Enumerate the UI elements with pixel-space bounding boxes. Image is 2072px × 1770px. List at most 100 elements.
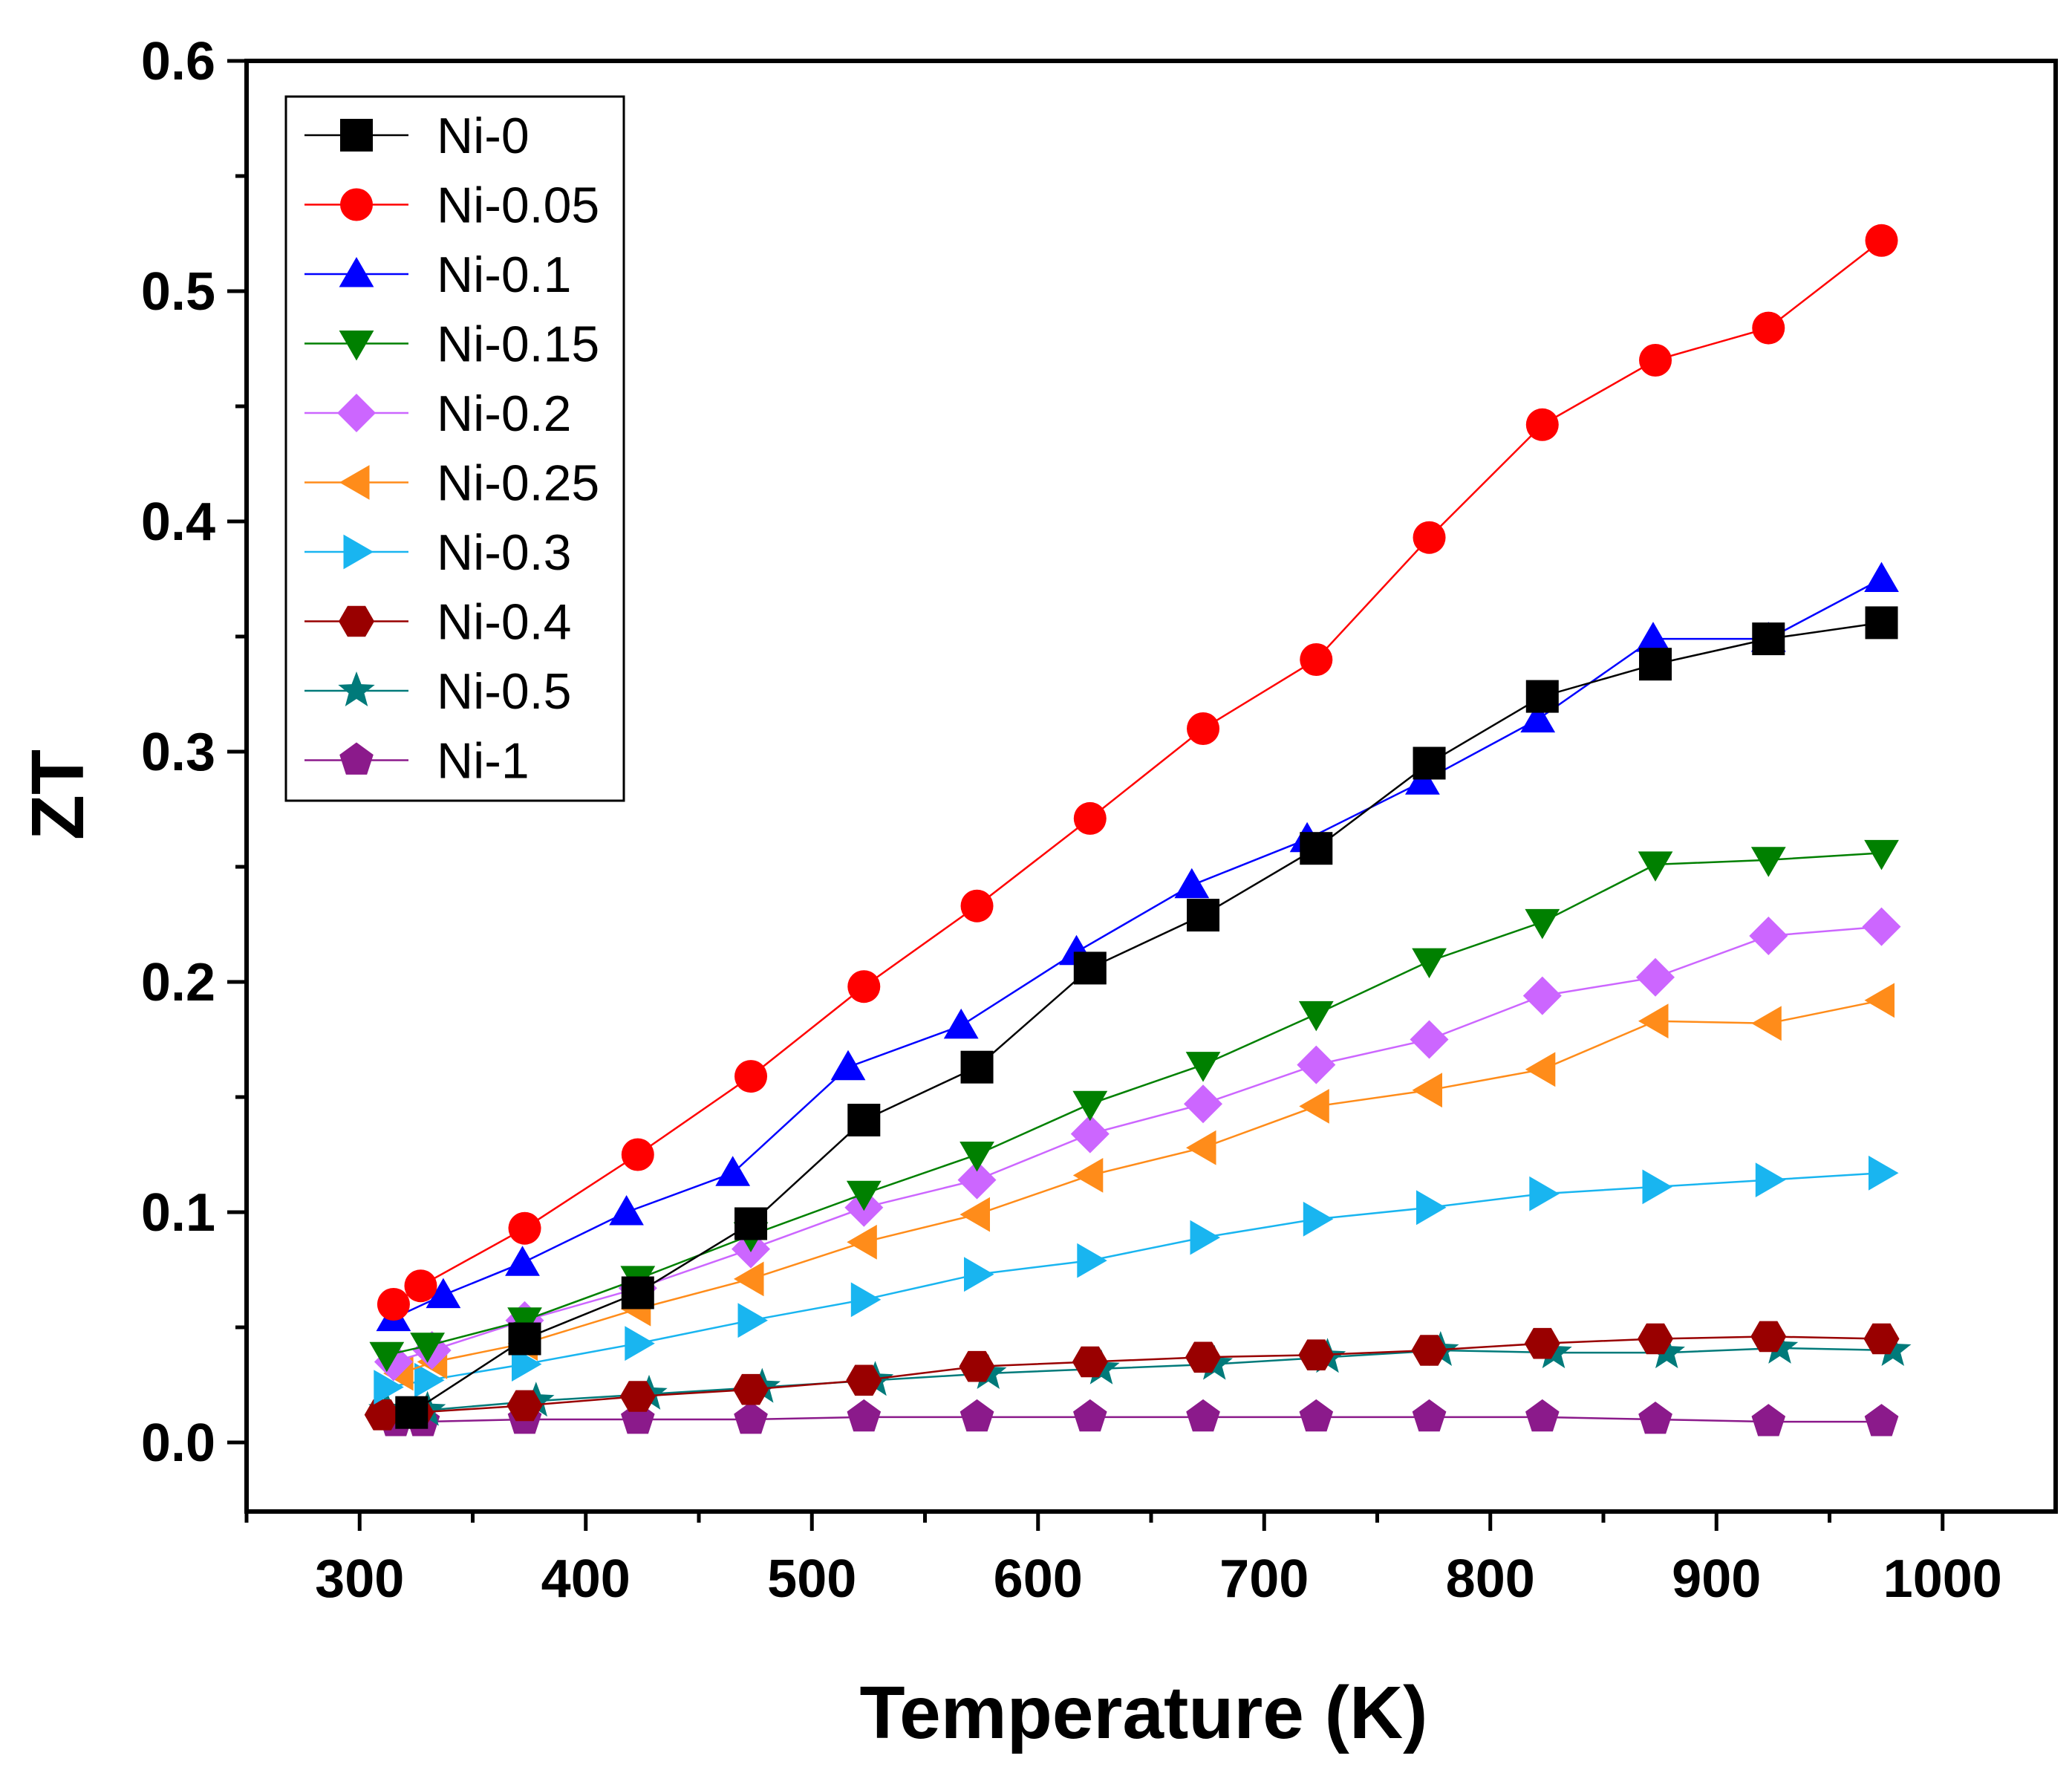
data-point bbox=[1755, 1162, 1786, 1197]
series-group bbox=[364, 224, 1912, 1437]
legend-entry: Ni-0.1 bbox=[304, 247, 571, 303]
data-point bbox=[1865, 606, 1898, 640]
data-point bbox=[426, 1278, 461, 1309]
data-point bbox=[847, 1399, 882, 1432]
data-point bbox=[1413, 746, 1446, 780]
data-point bbox=[1072, 1346, 1108, 1378]
data-point bbox=[1750, 847, 1786, 877]
legend-label: Ni-0.05 bbox=[437, 178, 599, 234]
data-point bbox=[715, 1156, 751, 1186]
data-point bbox=[1174, 868, 1210, 899]
x-tick-label: 1000 bbox=[1883, 1549, 2002, 1609]
data-point bbox=[734, 1261, 764, 1297]
data-point bbox=[960, 1399, 994, 1432]
data-point bbox=[1185, 1341, 1221, 1373]
data-point bbox=[1412, 1073, 1442, 1108]
data-point bbox=[830, 1050, 866, 1081]
legend-label: Ni-0.25 bbox=[437, 455, 599, 512]
data-point bbox=[410, 1333, 445, 1363]
data-point bbox=[1410, 1020, 1449, 1059]
data-point bbox=[1300, 832, 1333, 865]
data-point bbox=[506, 1390, 543, 1422]
legend-label: Ni-0.4 bbox=[437, 594, 571, 651]
data-point bbox=[625, 1326, 655, 1361]
y-tick-label: 0.0 bbox=[141, 1413, 215, 1473]
data-point bbox=[374, 1370, 404, 1405]
data-point bbox=[1187, 899, 1220, 932]
data-point bbox=[1413, 521, 1446, 554]
data-point bbox=[1299, 1399, 1334, 1432]
legend-label: Ni-0 bbox=[437, 108, 530, 164]
legend-entry: Ni-1 bbox=[304, 733, 530, 790]
legend-entry: Ni-0.25 bbox=[304, 455, 599, 512]
data-point bbox=[1416, 1190, 1447, 1226]
data-point bbox=[1648, 1333, 1685, 1369]
data-point bbox=[508, 1322, 541, 1356]
legend-entry: Ni-0.3 bbox=[304, 524, 571, 581]
data-point bbox=[1298, 1000, 1334, 1032]
data-point bbox=[1297, 1045, 1336, 1084]
data-point bbox=[1077, 1243, 1107, 1278]
data-point bbox=[369, 1341, 405, 1373]
y-tick-label: 0.6 bbox=[141, 32, 215, 91]
data-point bbox=[1638, 1323, 1673, 1355]
data-point bbox=[1184, 1084, 1222, 1124]
data-point bbox=[1070, 1114, 1110, 1154]
data-point bbox=[1072, 1090, 1108, 1122]
legend-marker bbox=[339, 742, 374, 775]
data-point bbox=[1412, 1399, 1447, 1432]
legend-marker bbox=[339, 605, 374, 637]
data-point bbox=[1525, 1052, 1556, 1087]
legend-label: Ni-0.3 bbox=[437, 524, 571, 581]
series-Ni-0 bbox=[395, 606, 1898, 1429]
data-point bbox=[619, 1381, 656, 1412]
data-point bbox=[1864, 983, 1895, 1018]
y-tick-label: 0.4 bbox=[141, 492, 215, 552]
legend-marker bbox=[338, 671, 375, 706]
data-point bbox=[1298, 1339, 1335, 1370]
data-point bbox=[1752, 622, 1785, 656]
data-point bbox=[404, 1269, 437, 1303]
data-point bbox=[1303, 1201, 1334, 1237]
data-point bbox=[1642, 1169, 1672, 1205]
data-point bbox=[1186, 1130, 1216, 1165]
data-point bbox=[1525, 680, 1559, 713]
data-point bbox=[1638, 1402, 1672, 1434]
data-point bbox=[609, 1195, 644, 1226]
series-Ni-0.5 bbox=[368, 1328, 1912, 1426]
data-point bbox=[733, 1373, 769, 1405]
x-tick-label: 300 bbox=[315, 1549, 404, 1609]
data-point bbox=[395, 1396, 429, 1429]
data-point bbox=[1864, 1404, 1899, 1437]
data-point bbox=[847, 1104, 881, 1136]
data-point bbox=[960, 1142, 994, 1172]
data-point bbox=[1751, 1404, 1786, 1437]
data-point bbox=[1865, 224, 1898, 257]
legend-entry: Ni-0.15 bbox=[304, 316, 599, 373]
x-tick-label: 900 bbox=[1672, 1549, 1761, 1609]
axes: 300 400 500 600 700 800 900 1000 0.0 0.1 0.2 0.3 0.4… bbox=[141, 32, 2058, 1609]
series-Ni-0.05 bbox=[377, 224, 1898, 1321]
data-point bbox=[1524, 1327, 1560, 1359]
data-point bbox=[1525, 1399, 1560, 1432]
data-point bbox=[1751, 1006, 1782, 1041]
data-point bbox=[1187, 712, 1220, 745]
data-point bbox=[1752, 311, 1785, 345]
legend-label: Ni-1 bbox=[437, 733, 530, 790]
legend-marker bbox=[339, 465, 370, 500]
series-Ni-0.2 bbox=[374, 907, 1901, 1382]
data-point bbox=[1412, 948, 1447, 979]
data-point bbox=[1864, 562, 1899, 592]
data-point bbox=[957, 1160, 997, 1200]
series-Ni-0.3 bbox=[374, 1155, 1899, 1405]
data-point bbox=[850, 1282, 882, 1318]
series-line bbox=[411, 622, 1882, 1413]
data-point bbox=[943, 1008, 979, 1039]
series-Ni-0.15 bbox=[369, 839, 1899, 1373]
data-point bbox=[1864, 839, 1899, 871]
x-tick-label: 700 bbox=[1219, 1549, 1309, 1609]
data-point bbox=[414, 1362, 445, 1398]
x-tick-label: 600 bbox=[994, 1549, 1083, 1609]
series-Ni-1 bbox=[379, 1399, 1899, 1437]
legend-label: Ni-0.5 bbox=[437, 663, 571, 720]
